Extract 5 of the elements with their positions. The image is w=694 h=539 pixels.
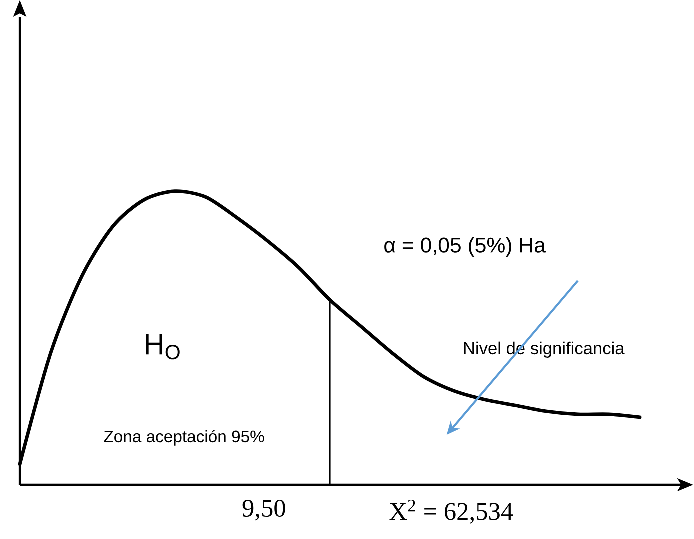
annotation: Zona aceptación 95% bbox=[104, 430, 264, 446]
annotation: H$_{O}$ bbox=[146, 334, 180, 360]
text: 9,50 bbox=[242, 500, 286, 521]
annotation: α = 0,05 (5%) Ha bbox=[384, 237, 546, 258]
text: X$^{2}$ = 62,534 bbox=[390, 500, 514, 524]
